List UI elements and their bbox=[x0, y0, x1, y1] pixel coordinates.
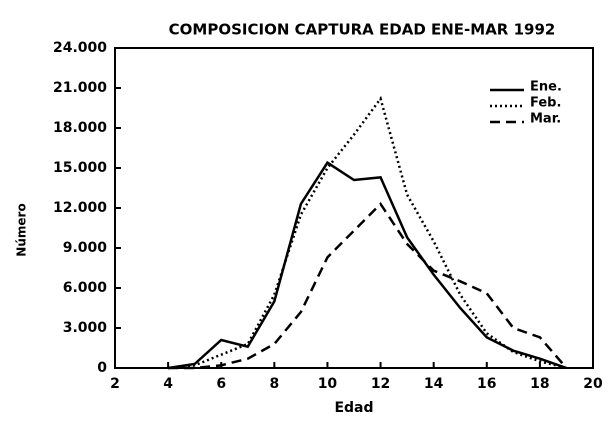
legend-label: Ene. bbox=[530, 80, 562, 95]
y-tick-label: 12.000 bbox=[53, 200, 107, 216]
y-tick-label: 6.000 bbox=[63, 280, 108, 296]
x-tick-label: 16 bbox=[477, 376, 496, 392]
y-tick-label: 3.000 bbox=[63, 320, 108, 336]
legend-label: Feb. bbox=[530, 96, 561, 111]
y-tick-label: 0 bbox=[97, 360, 107, 376]
x-tick-label: 14 bbox=[424, 376, 444, 392]
x-tick-label: 20 bbox=[583, 376, 603, 392]
series-line bbox=[167, 160, 567, 370]
x-axis-label: Edad bbox=[334, 400, 373, 416]
y-tick-label: 18.000 bbox=[53, 120, 107, 136]
x-tick-label: 4 bbox=[163, 376, 173, 392]
plot-frame bbox=[114, 47, 594, 369]
x-tick-label: 18 bbox=[530, 376, 549, 392]
chart-title: COMPOSICION CAPTURA EDAD ENE-MAR 1992 bbox=[169, 21, 556, 39]
x-tick-label: 2 bbox=[110, 376, 120, 392]
x-tick-label: 6 bbox=[216, 376, 226, 392]
y-tick-label: 24.000 bbox=[53, 40, 107, 56]
series-line bbox=[167, 95, 567, 370]
y-tick-label: 21.000 bbox=[53, 80, 107, 96]
y-tick-label: 15.000 bbox=[53, 160, 107, 176]
legend-label: Mar. bbox=[530, 112, 561, 127]
y-tick-label: 9.000 bbox=[63, 240, 108, 256]
y-axis-label: Número bbox=[15, 203, 29, 256]
series-line bbox=[168, 202, 568, 370]
x-tick-label: 10 bbox=[318, 376, 338, 392]
x-tick-label: 8 bbox=[269, 376, 279, 392]
x-tick-label: 12 bbox=[371, 376, 390, 392]
